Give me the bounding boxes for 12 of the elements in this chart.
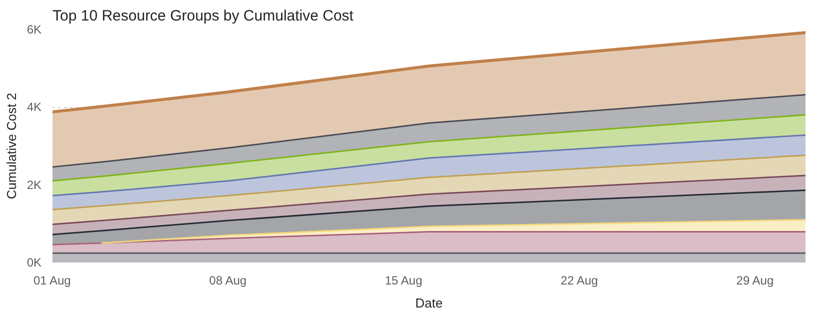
y-tick-label: 0K: [26, 256, 42, 270]
y-axis-title: Cumulative Cost 2: [4, 92, 19, 200]
x-tick-label: 29 Aug: [736, 274, 774, 288]
y-tick-label: 6K: [26, 22, 42, 36]
x-tick-label: 01 Aug: [33, 274, 71, 288]
x-axis-title: Date: [415, 296, 443, 310]
chart-title: Top 10 Resource Groups by Cumulative Cost: [52, 8, 354, 24]
y-tick-label: 4K: [26, 100, 42, 114]
x-tick-label: 15 Aug: [384, 274, 422, 288]
x-tick-label: 22 Aug: [560, 274, 598, 288]
x-tick-label: 08 Aug: [209, 274, 247, 288]
y-tick-label: 2K: [26, 178, 42, 192]
